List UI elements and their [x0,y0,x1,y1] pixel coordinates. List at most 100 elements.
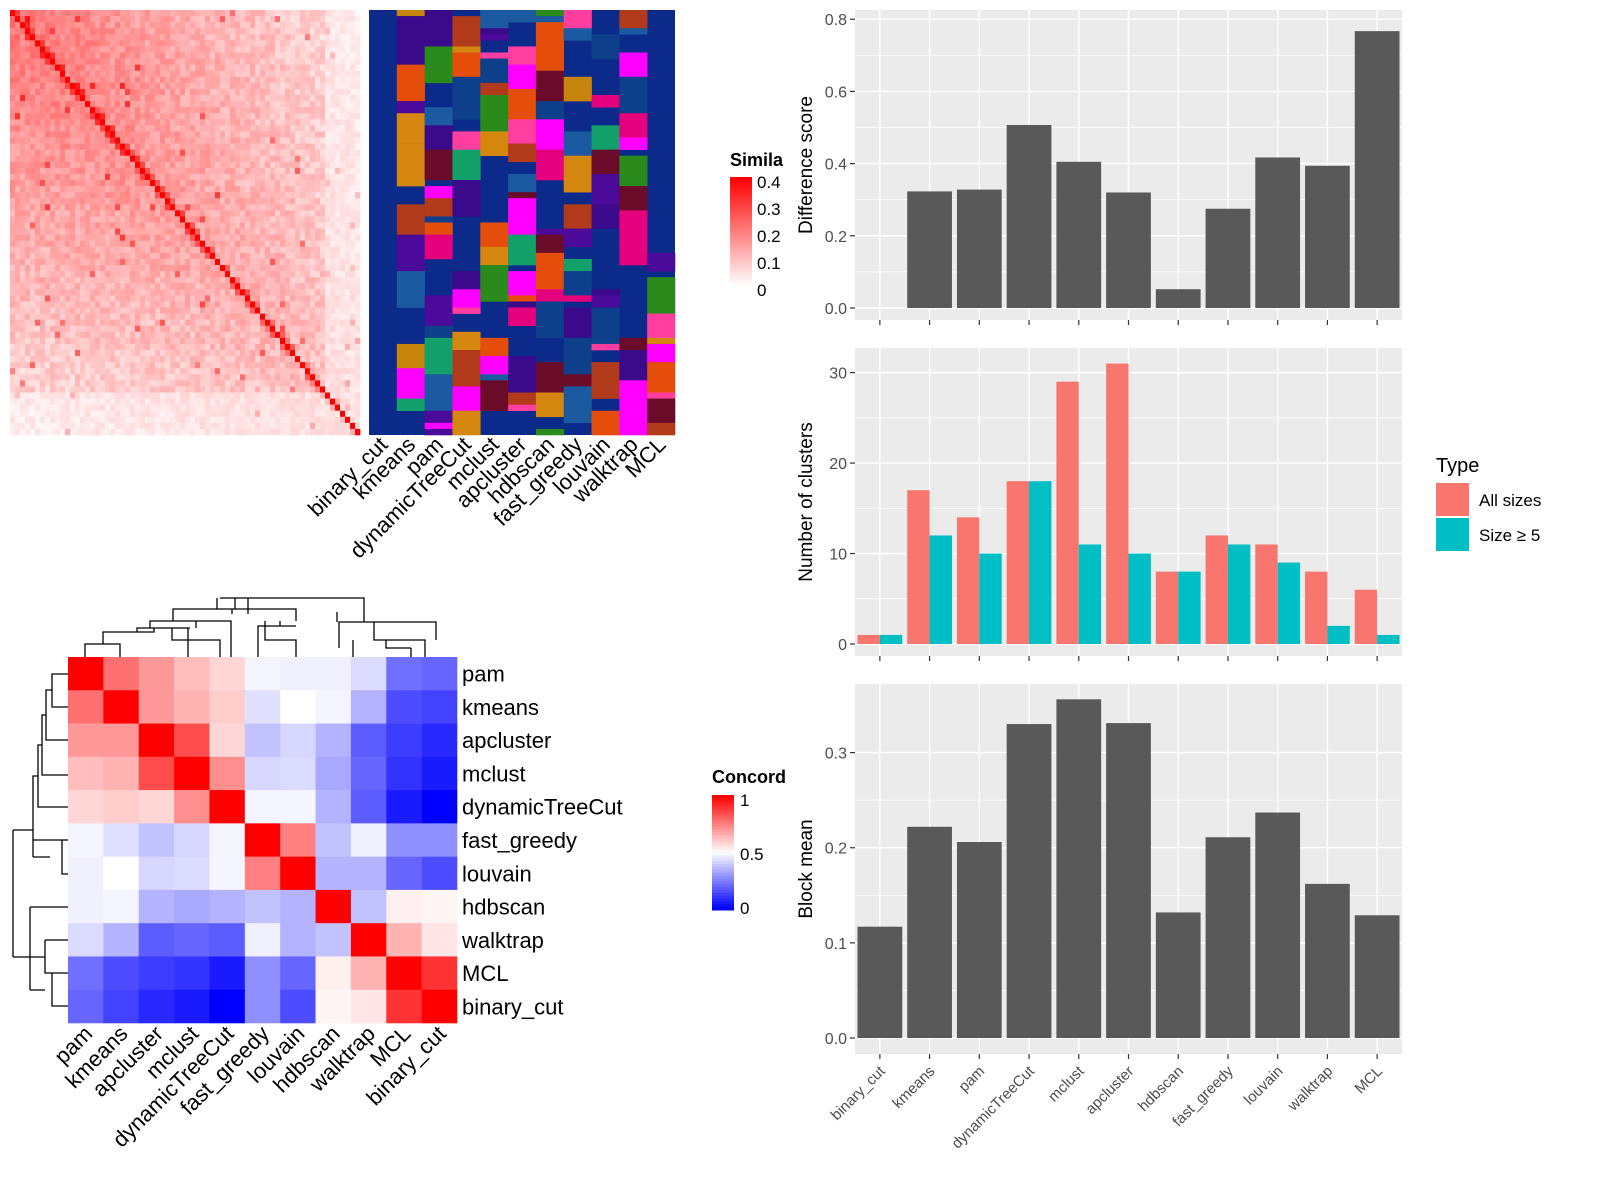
similarity-cell [215,277,221,284]
similarity-cell [110,167,116,175]
similarity-cell [120,216,126,223]
similarity-cell [155,173,161,181]
similarity-cell [210,95,216,102]
similarity-cell [265,277,271,284]
similarity-cell [120,228,126,235]
similarity-cell [200,101,206,108]
similarity-cell [335,155,341,163]
similarity-cell [150,143,156,150]
similarity-cell [125,337,131,345]
similarity-cell [185,331,191,339]
similarity-cell [95,331,101,339]
similarity-cell [240,186,246,193]
similarity-cell [215,10,221,17]
similarity-cell [345,301,351,308]
similarity-cell [65,64,71,72]
similarity-cell [155,289,161,296]
similarity-cell [115,113,121,120]
similarity-cell [235,362,241,369]
similarity-cell [50,88,56,96]
similarity-cell [30,149,36,157]
similarity-cell [90,416,96,424]
similarity-cell [290,374,296,381]
similarity-cell [155,137,161,144]
similarity-cell [340,173,346,181]
similarity-cell [250,149,256,157]
similarity-cell [95,161,101,169]
similarity-cell [320,319,326,327]
similarity-cell [275,58,281,65]
similarity-cell [40,380,46,387]
similarity-cell [200,319,206,327]
similarity-cell [225,283,231,290]
similarity-cell [350,204,356,211]
similarity-cell [205,173,211,181]
similarity-cell [125,380,131,387]
similarity-cell [165,252,171,260]
similarity-cell [210,234,216,242]
similarity-cell [115,234,121,242]
similarity-cell [300,34,306,41]
similarity-cell [130,82,136,90]
similarity-cell [190,16,196,23]
similarity-cell [160,16,166,23]
similarity-cell [345,167,351,175]
similarity-cell [330,101,336,108]
similarity-cell [35,186,41,193]
similarity-cell [70,295,76,302]
similarity-cell [250,46,256,53]
similarity-cell [240,398,246,405]
similarity-cell [10,149,16,157]
similarity-cell [70,343,76,351]
similarity-cell [90,325,96,333]
similarity-cell [240,277,246,284]
similarity-cell [260,386,266,393]
similarity-cell [180,277,186,284]
similarity-cell [30,22,36,29]
similarity-cell [250,216,256,223]
similarity-cell [210,10,216,17]
similarity-cell [185,277,191,284]
similarity-cell [275,258,281,266]
similarity-cell [195,16,201,23]
similarity-cell [210,137,216,144]
similarity-cell [175,313,181,320]
similarity-cell [80,34,86,41]
similarity-cell [330,277,336,284]
similarity-cell [50,234,56,242]
similarity-cell [185,301,191,308]
cluster-block [563,10,592,29]
similarity-cell [275,422,281,430]
similarity-cell [110,325,116,333]
similarity-cell [350,52,356,59]
similarity-cell [150,222,156,229]
similarity-cell [35,392,41,399]
similarity-cell [185,40,191,47]
similarity-cell [305,64,311,72]
similarity-cell [125,410,131,418]
similarity-cell [75,16,81,23]
similarity-cell [90,137,96,144]
similarity-cell [85,240,91,248]
similarity-cell [330,246,336,254]
similarity-cell [290,40,296,47]
similarity-cell [135,155,141,163]
similarity-cell [205,95,211,102]
similarity-cell [285,258,291,266]
similarity-cell [145,386,151,393]
similarity-cell [325,283,331,290]
similarity-cell [195,64,201,72]
similarity-cell [335,40,341,47]
similarity-cell [245,52,251,59]
similarity-cell [55,125,61,132]
similarity-cell [315,52,321,59]
similarity-cell [60,10,66,17]
similarity-cell [20,125,26,132]
similarity-cell [80,180,86,187]
similarity-cell [220,283,226,290]
similarity-cell [350,422,356,430]
similarity-cell [265,356,271,363]
similarity-cell [305,82,311,90]
similarity-cell [300,167,306,175]
similarity-cell [355,88,361,96]
